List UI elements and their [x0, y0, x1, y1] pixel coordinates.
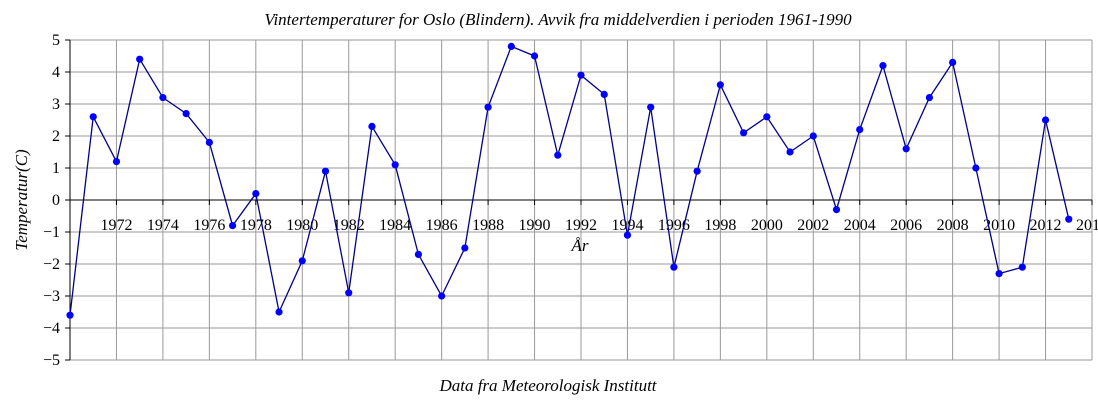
data-point — [647, 103, 655, 111]
x-tick-label: 1982 — [333, 217, 365, 234]
x-tick-label: 2010 — [983, 217, 1015, 234]
data-point — [112, 158, 121, 166]
x-tick-label: 2004 — [844, 217, 876, 234]
y-tick-label: −4 — [43, 320, 60, 337]
y-tick-label: 3 — [52, 96, 60, 113]
x-tick-label: 2008 — [937, 217, 969, 234]
data-point — [577, 71, 585, 79]
y-tick-label: −3 — [43, 288, 60, 305]
data-point — [1041, 116, 1050, 124]
axes — [65, 39, 1093, 361]
data-point — [856, 126, 864, 134]
data-point — [136, 55, 144, 63]
data-point — [275, 308, 283, 316]
series-line — [69, 45, 1070, 316]
y-tick-label: −1 — [43, 224, 60, 241]
data-point — [461, 244, 469, 252]
data-point — [879, 62, 887, 70]
data-point — [623, 231, 632, 239]
data-point — [763, 113, 771, 121]
y-tick-label: 4 — [52, 64, 60, 81]
x-tick-label: 2012 — [1030, 217, 1062, 234]
x-tick-label: 2000 — [751, 217, 783, 234]
data-point — [786, 148, 794, 156]
footer-note: Data fra Meteorologisk Institutt — [438, 376, 657, 395]
x-axis-label: År — [571, 236, 589, 255]
data-point — [600, 90, 608, 98]
x-tick-label: 1990 — [519, 217, 551, 234]
data-point — [972, 164, 980, 172]
data-point — [414, 250, 423, 258]
data-point — [554, 151, 562, 159]
data-point — [949, 58, 957, 66]
data-point — [484, 103, 492, 111]
data-point — [368, 122, 376, 130]
data-point — [507, 42, 515, 51]
x-tick-label: 2014 — [1076, 217, 1098, 234]
data-point — [693, 167, 701, 175]
y-tick-label: −5 — [43, 352, 60, 369]
x-tick-label: 1972 — [100, 217, 132, 234]
data-point — [716, 81, 724, 89]
data-point — [995, 270, 1003, 278]
data-point — [228, 222, 237, 230]
data-point — [809, 132, 817, 140]
data-point — [159, 94, 167, 102]
data-point — [925, 94, 934, 102]
x-tick-label: 1988 — [472, 217, 504, 234]
y-tick-label: 0 — [52, 192, 60, 209]
x-tick-label: 1974 — [147, 217, 179, 234]
series — [66, 42, 1073, 319]
x-tick-label: 2006 — [890, 217, 922, 234]
data-point — [1065, 215, 1073, 223]
data-point — [670, 263, 678, 271]
data-point — [321, 167, 330, 175]
data-point — [345, 289, 353, 297]
y-axis-label: Temperatur(C) — [12, 149, 31, 251]
x-tick-label: 2002 — [797, 217, 829, 234]
x-tick-label: 1992 — [565, 217, 597, 234]
data-point — [530, 52, 539, 60]
data-point — [391, 161, 399, 169]
data-point — [739, 129, 748, 137]
y-tick-label: 1 — [52, 160, 60, 177]
y-tick-label: 5 — [52, 32, 60, 49]
data-point — [832, 206, 841, 214]
data-point — [205, 138, 213, 146]
data-point — [902, 145, 910, 153]
data-point — [66, 311, 74, 319]
x-tick-label: 1978 — [240, 217, 272, 234]
data-point — [298, 257, 306, 265]
x-tick-label: 1998 — [704, 217, 736, 234]
data-point — [252, 190, 260, 198]
x-tick-label: 1984 — [379, 217, 411, 234]
x-tick-label: 1994 — [611, 217, 643, 234]
data-point — [89, 113, 97, 121]
y-tick-label: 2 — [52, 128, 60, 145]
y-tick-label: −2 — [43, 256, 60, 273]
data-point — [182, 110, 190, 118]
chart-title: Vintertemperaturer for Oslo (Blindern). … — [264, 10, 852, 29]
data-point — [438, 292, 446, 300]
data-point — [1018, 263, 1026, 271]
x-tick-label: 1986 — [426, 217, 458, 234]
x-tick-label: 1996 — [658, 217, 690, 234]
x-tick-label: 1976 — [193, 217, 225, 234]
